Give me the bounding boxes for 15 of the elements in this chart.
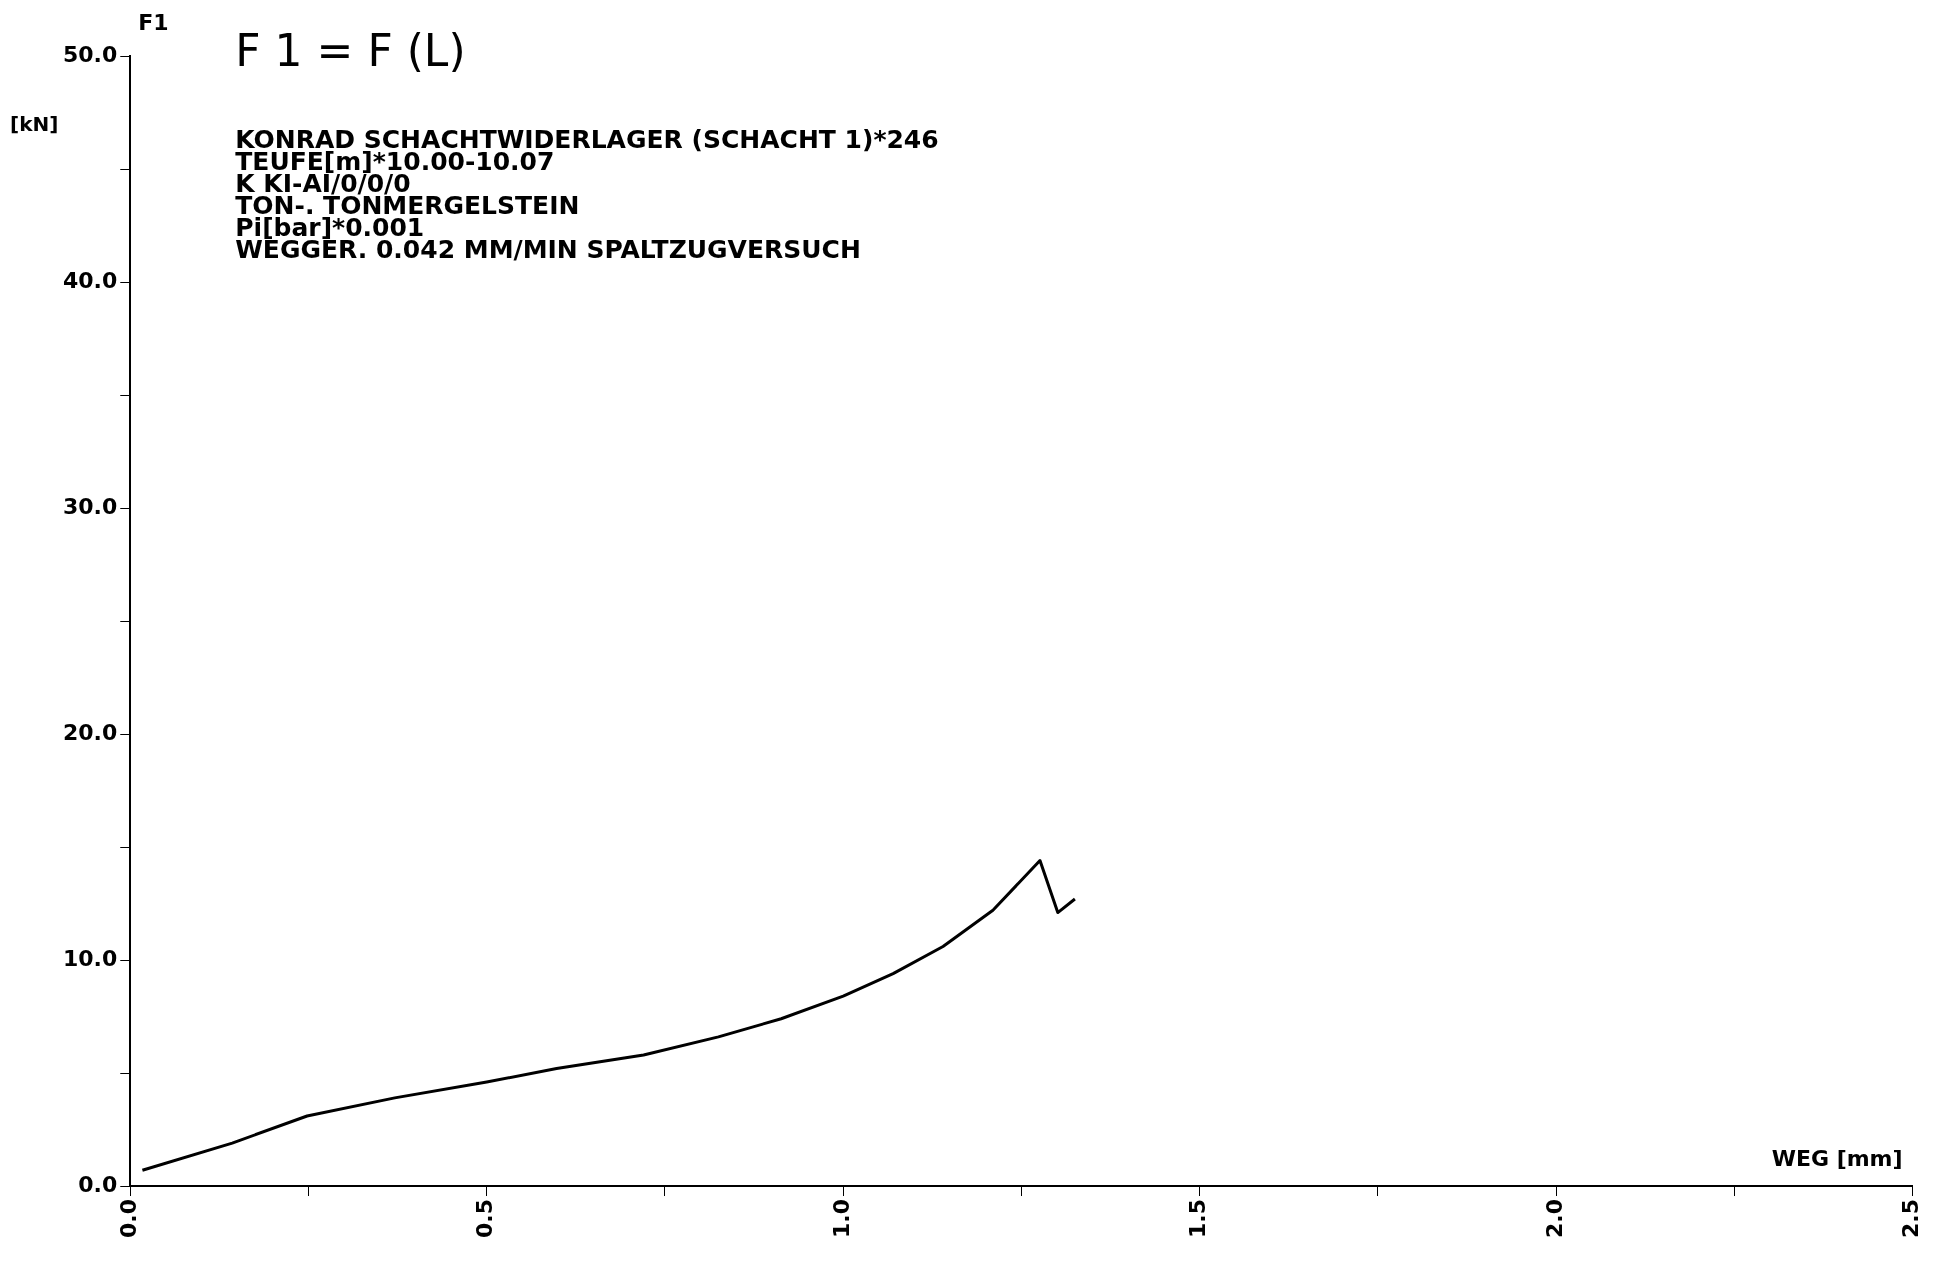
x-tick-label: 2.5 [1898, 1199, 1924, 1239]
y-tick-label: 30.0 [63, 493, 118, 519]
y-axis-title: [kN] [10, 112, 59, 136]
x-tick-label: 1.0 [828, 1199, 854, 1239]
text: F1 [138, 10, 169, 35]
x-tick-label: 0.5 [472, 1199, 498, 1239]
y-tick-label: 40.0 [63, 267, 118, 293]
chart-title: F 1 = F (L) [235, 25, 466, 76]
y-tick-label: 20.0 [63, 719, 118, 745]
y-tick-label: 0.0 [78, 1171, 118, 1197]
x-axis-title: WEG [mm] [1771, 1146, 1903, 1172]
x-tick-label: 2.0 [1541, 1199, 1567, 1239]
y-tick-label: 50.0 [63, 41, 118, 67]
x-tick-label: 1.5 [1185, 1199, 1211, 1239]
y-tick-label: 10.0 [63, 945, 118, 971]
